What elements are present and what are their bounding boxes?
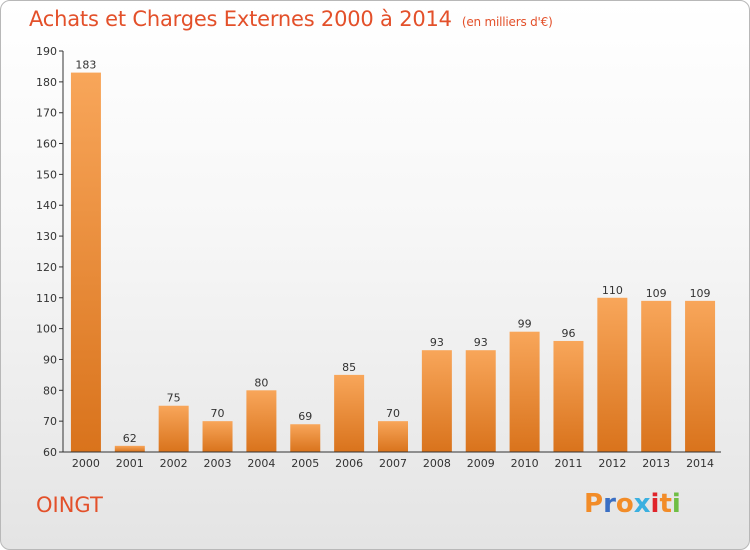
data-label-2013: 109 [646,287,667,300]
x-tick-label-2010: 2010 [511,457,539,470]
data-label-2001: 62 [123,432,137,445]
bar-2008 [421,350,452,452]
logo-letter: x [633,489,651,519]
bar-2004 [246,390,277,452]
y-tick-label-160: 160 [36,138,57,151]
y-tick-label-80: 80 [43,384,57,397]
x-tick-label-2002: 2002 [160,457,188,470]
logo-letter: P [584,489,604,519]
y-tick-label-170: 170 [36,107,57,120]
y-tick-label-190: 190 [36,45,57,58]
data-label-2008: 93 [430,336,444,349]
proxiti-logo: Proxiti [584,489,681,519]
y-tick-label-90: 90 [43,353,57,366]
bar-2010 [509,331,540,452]
bar-2005 [290,424,321,452]
y-tick-label-150: 150 [36,168,57,181]
y-tick-label-140: 140 [36,199,57,212]
data-label-2010: 99 [518,318,532,331]
data-label-2009: 93 [474,336,488,349]
y-tick-label-70: 70 [43,415,57,428]
logo-letter: o [615,489,634,519]
chart-title: Achats et Charges Externes 2000 à 2014 (e… [29,7,553,31]
x-tick-label-2003: 2003 [204,457,232,470]
y-tick-label-120: 120 [36,261,57,274]
bar-2013 [641,300,672,452]
data-label-2000: 183 [75,59,96,72]
commune-name: OINGT [36,493,103,517]
bar-2006 [334,374,365,452]
bar-2012 [597,297,628,452]
y-tick-label-100: 100 [36,323,57,336]
logo-letter: r [603,489,616,519]
bar-2000 [70,72,101,452]
data-label-2012: 110 [602,284,623,297]
y-tick-label-130: 130 [36,230,57,243]
x-tick-label-2005: 2005 [291,457,319,470]
x-tick-label-2001: 2001 [116,457,144,470]
logo-letter: i [650,489,660,519]
data-label-2005: 69 [298,410,312,423]
x-tick-label-2014: 2014 [686,457,714,470]
x-tick-label-2007: 2007 [379,457,407,470]
logo-letter: t [659,489,672,519]
data-label-2007: 70 [386,407,400,420]
bar-2014 [685,300,716,452]
x-tick-label-2011: 2011 [554,457,582,470]
bar-2001 [114,445,145,452]
data-label-2006: 85 [342,361,356,374]
x-tick-label-2000: 2000 [72,457,100,470]
x-tick-label-2004: 2004 [247,457,275,470]
unit-label: (en milliers d'€) [461,15,553,29]
x-tick-label-2013: 2013 [642,457,670,470]
data-label-2003: 70 [211,407,225,420]
x-tick-label-2009: 2009 [467,457,495,470]
y-tick-label-110: 110 [36,292,57,305]
data-label-2002: 75 [167,392,181,405]
x-tick-label-2012: 2012 [598,457,626,470]
bar-2007 [378,421,408,452]
logo-letter: i [671,489,681,519]
data-label-2014: 109 [690,287,711,300]
bar-2011 [553,340,584,452]
data-label-2004: 80 [254,376,268,389]
data-label-2011: 96 [561,327,575,340]
title-text: Achats et Charges Externes 2000 à 2014 [29,7,452,31]
bar-2003 [202,421,233,452]
bar-2002 [158,405,189,452]
bar-2009 [465,350,496,452]
y-tick-label-60: 60 [43,446,57,459]
y-tick-label-180: 180 [36,76,57,89]
x-tick-label-2006: 2006 [335,457,363,470]
x-tick-label-2008: 2008 [423,457,451,470]
